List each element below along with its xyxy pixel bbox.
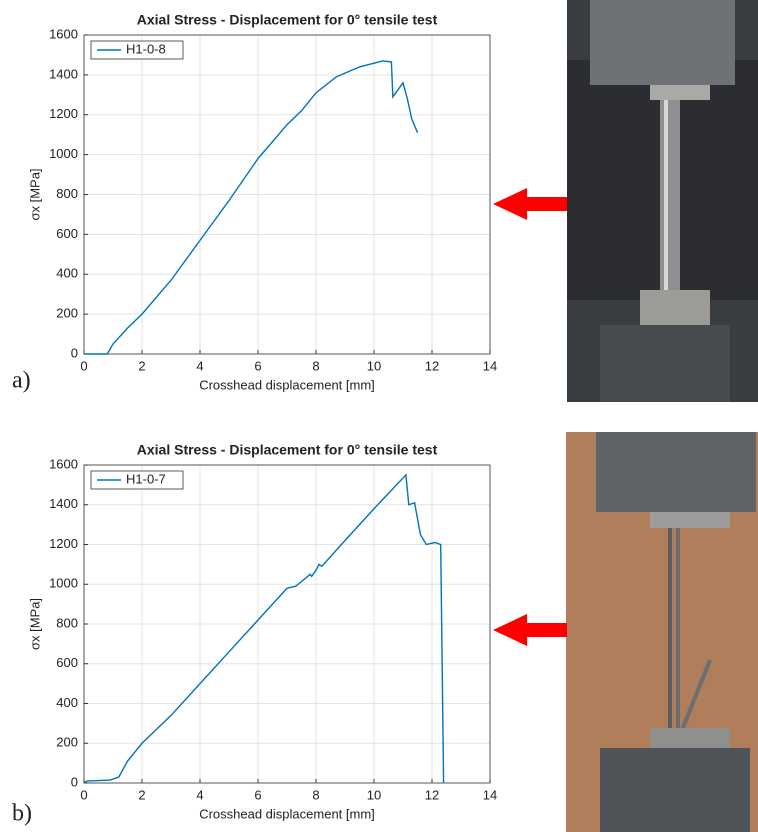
y-tick-label: 0 xyxy=(71,774,78,789)
x-tick-label: 0 xyxy=(80,358,87,373)
panel-label: a) xyxy=(12,368,31,394)
y-tick-label: 1600 xyxy=(49,26,78,41)
y-axis-label: σx [MPa] xyxy=(27,598,42,650)
y-tick-label: 200 xyxy=(56,735,78,750)
y-axis-label: σx [MPa] xyxy=(27,168,42,220)
y-tick-label: 800 xyxy=(56,615,78,630)
x-tick-label: 2 xyxy=(138,787,145,802)
x-tick-label: 8 xyxy=(312,787,319,802)
y-tick-label: 0 xyxy=(71,345,78,360)
x-tick-label: 12 xyxy=(425,787,439,802)
x-tick-label: 14 xyxy=(483,358,497,373)
y-tick-label: 600 xyxy=(56,226,78,241)
x-tick-label: 14 xyxy=(483,787,497,802)
chart-title: Axial Stress - Displacement for 0° tensi… xyxy=(137,442,438,458)
legend-label: H1-0-7 xyxy=(126,471,166,486)
legend-label: H1-0-8 xyxy=(126,41,166,56)
y-tick-label: 400 xyxy=(56,695,78,710)
x-tick-label: 12 xyxy=(425,358,439,373)
x-tick-label: 0 xyxy=(80,787,87,802)
photo-b xyxy=(566,432,758,832)
y-tick-label: 1400 xyxy=(49,66,78,81)
chart-title: Axial Stress - Displacement for 0° tensi… xyxy=(137,12,438,28)
legend-box xyxy=(90,40,184,60)
x-axis-label: Crosshead displacement [mm] xyxy=(199,806,375,821)
arrow xyxy=(493,614,567,646)
y-tick-label: 600 xyxy=(56,655,78,670)
photo-a xyxy=(567,0,758,402)
y-tick-label: 200 xyxy=(56,306,78,321)
y-tick-label: 1400 xyxy=(49,496,78,511)
arrow xyxy=(493,188,567,220)
panel-label: b) xyxy=(12,801,32,827)
plot-frame xyxy=(83,464,491,784)
x-tick-label: 2 xyxy=(138,358,145,373)
data-line xyxy=(83,473,445,784)
y-tick-label: 1200 xyxy=(49,106,78,121)
y-tick-label: 1000 xyxy=(49,146,78,161)
y-tick-label: 1200 xyxy=(49,536,78,551)
x-axis-label: Crosshead displacement [mm] xyxy=(199,377,375,392)
x-tick-label: 10 xyxy=(367,358,381,373)
data-line xyxy=(84,60,419,355)
legend-box xyxy=(90,470,184,490)
x-tick-label: 6 xyxy=(254,358,261,373)
y-tick-label: 1600 xyxy=(49,456,78,471)
plot-frame xyxy=(83,34,491,355)
x-tick-label: 8 xyxy=(312,358,319,373)
x-tick-label: 4 xyxy=(196,358,203,373)
x-tick-label: 10 xyxy=(367,787,381,802)
y-tick-label: 1000 xyxy=(49,576,78,591)
y-tick-label: 800 xyxy=(56,186,78,201)
y-tick-label: 400 xyxy=(56,266,78,281)
x-tick-label: 4 xyxy=(196,787,203,802)
x-tick-label: 6 xyxy=(254,787,261,802)
